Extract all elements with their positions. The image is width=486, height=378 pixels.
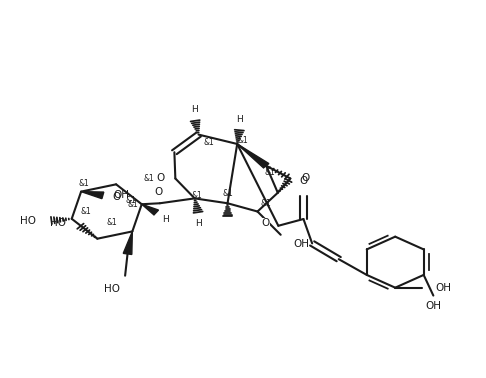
Text: O: O bbox=[156, 174, 165, 183]
Text: O: O bbox=[299, 177, 308, 186]
Text: H: H bbox=[195, 219, 202, 228]
Polygon shape bbox=[142, 204, 158, 215]
Text: &1: &1 bbox=[106, 218, 117, 227]
Text: &1: &1 bbox=[222, 189, 233, 198]
Text: O: O bbox=[155, 186, 163, 197]
Text: OH: OH bbox=[435, 283, 451, 293]
Text: H: H bbox=[191, 105, 198, 113]
Text: &1: &1 bbox=[125, 196, 136, 205]
Text: O: O bbox=[301, 173, 309, 183]
Text: HO: HO bbox=[50, 218, 66, 228]
Text: O: O bbox=[261, 218, 270, 228]
Text: &1: &1 bbox=[238, 136, 248, 145]
Text: &1: &1 bbox=[204, 138, 214, 147]
Text: OH: OH bbox=[294, 239, 310, 249]
Text: H: H bbox=[236, 115, 243, 124]
Text: OH: OH bbox=[425, 301, 441, 311]
Polygon shape bbox=[123, 231, 132, 254]
Text: HO: HO bbox=[104, 284, 120, 294]
Text: &1: &1 bbox=[265, 167, 276, 177]
Text: &1: &1 bbox=[191, 191, 202, 200]
Polygon shape bbox=[237, 144, 269, 168]
Text: &1: &1 bbox=[261, 199, 272, 208]
Text: OH: OH bbox=[113, 191, 129, 200]
Text: &1: &1 bbox=[127, 200, 138, 209]
Text: HO: HO bbox=[20, 216, 36, 226]
Text: H: H bbox=[162, 215, 169, 225]
Text: &1: &1 bbox=[78, 179, 89, 188]
Text: &1: &1 bbox=[81, 207, 91, 216]
Text: O: O bbox=[112, 192, 120, 202]
Text: &1: &1 bbox=[143, 174, 154, 183]
Polygon shape bbox=[81, 192, 104, 199]
